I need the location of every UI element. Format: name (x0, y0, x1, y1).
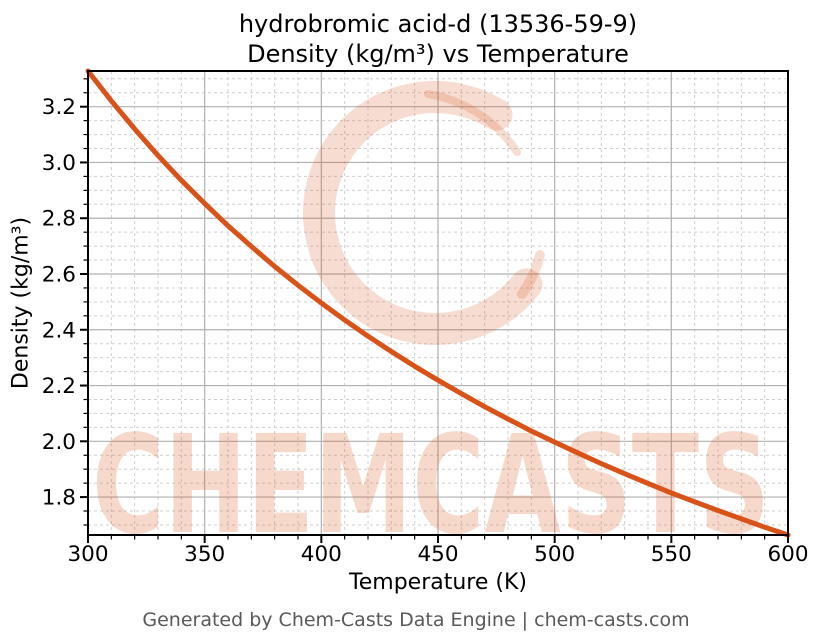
footer-credit: Generated by Chem-Casts Data Engine | ch… (142, 609, 690, 631)
chart-title: hydrobromic acid-d (13536-59-9) Density … (239, 9, 637, 69)
x-tick-labels: 300 350 400 450 500 550 600 (67, 542, 808, 567)
x-tick-label: 400 (301, 542, 342, 567)
y-tick-label: 2.4 (42, 318, 76, 343)
series-line (85, 68, 791, 538)
watermark-ring-accent-icon (424, 90, 521, 156)
y-tick-label: 2.0 (42, 430, 76, 455)
watermark-ring-accent2-icon (517, 250, 545, 299)
y-tick-labels: 1.8 2.0 2.2 2.4 2.6 2.8 3.0 3.2 (42, 95, 76, 510)
x-tick-label: 450 (417, 542, 458, 567)
y-tick-label: 2.8 (42, 207, 76, 232)
major-gridlines (88, 71, 788, 535)
x-tick-label: 350 (184, 542, 225, 567)
density-curve (85, 68, 791, 538)
chart-title-line1: hydrobromic acid-d (13536-59-9) (238, 10, 638, 38)
watermark-ring-icon (303, 80, 543, 345)
x-tick-label: 550 (651, 542, 692, 567)
y-tick-label: 1.8 (42, 486, 76, 511)
x-tick-label: 500 (534, 542, 575, 567)
x-tick-label: 600 (767, 542, 808, 567)
y-tick-label: 3.0 (42, 151, 76, 176)
y-axis-label: Density (kg/m³) (8, 216, 34, 390)
tick-marks (80, 78, 789, 543)
x-tick-label: 300 (67, 542, 108, 567)
y-tick-label: 2.2 (42, 374, 76, 399)
y-tick-label: 2.6 (42, 263, 76, 288)
y-tick-label: 3.2 (42, 95, 76, 120)
chart-title-line2: Density (kg/m³) vs Temperature (247, 40, 629, 68)
x-axis-label: Temperature (K) (349, 570, 527, 595)
